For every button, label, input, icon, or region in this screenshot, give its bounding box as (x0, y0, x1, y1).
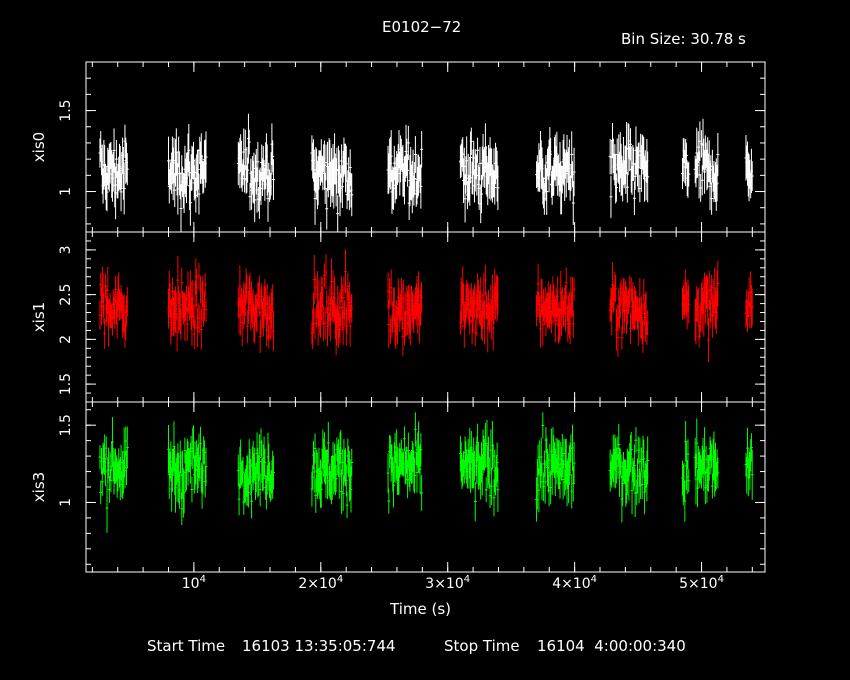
x-tick-label: 3×104 (425, 574, 470, 592)
y-tick-label-xis0: 1 (58, 187, 74, 196)
y-tick-label-xis3: 1.5 (58, 414, 74, 436)
chart-title: E0102−72 (382, 18, 462, 36)
bin-size-label: Bin Size: 30.78 s (621, 30, 746, 48)
series-xis3 (98, 412, 754, 533)
y-tick-label-xis3: 1 (58, 498, 74, 507)
panel-frame-xis1 (85, 231, 766, 403)
x-tick-label: 2×104 (298, 574, 343, 592)
x-tick-label: 104 (182, 574, 206, 592)
stop-time-value: 16104 4:00:00:340 (537, 637, 686, 655)
y-axis-label-xis3: xis3 (30, 472, 48, 502)
x-tick-label: 5×104 (679, 574, 724, 592)
start-time-label: Start Time (147, 637, 226, 655)
x-axis-label: Time (s) (390, 600, 451, 618)
y-tick-label-xis1: 2 (58, 335, 74, 344)
y-tick-label-xis1: 1.5 (58, 373, 74, 395)
y-axis-label-xis0: xis0 (30, 132, 48, 162)
series-xis1 (98, 249, 754, 363)
y-tick-label-xis1: 2.5 (58, 283, 74, 305)
start-time-value: 16103 13:35:05:744 (242, 637, 396, 655)
y-axis-label-xis1: xis1 (30, 302, 48, 332)
y-tick-label-xis1: 3 (58, 245, 74, 254)
x-tick-label: 4×104 (552, 574, 597, 592)
panel-frame-xis3 (85, 401, 766, 573)
series-xis0 (98, 113, 754, 232)
stop-time-label: Stop Time (444, 637, 520, 655)
y-tick-label-xis0: 1.5 (58, 99, 74, 121)
